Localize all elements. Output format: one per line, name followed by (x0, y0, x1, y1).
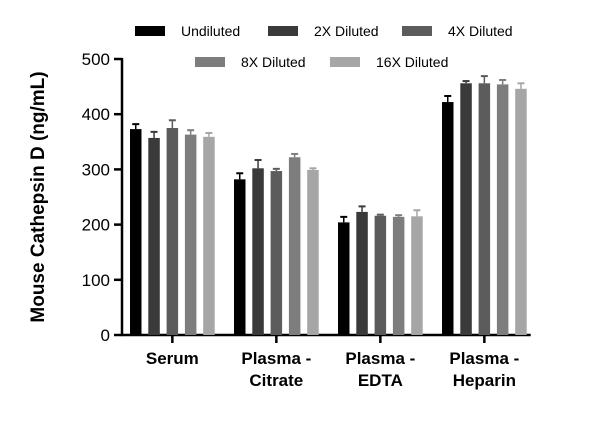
y-tick-label: 100 (82, 271, 110, 290)
bar (392, 216, 405, 335)
y-tick-label: 0 (101, 326, 110, 345)
legend-swatch (195, 57, 225, 67)
bar (252, 168, 264, 335)
bar (496, 84, 509, 335)
legend-label: 4X Diluted (448, 23, 513, 39)
bar (442, 102, 454, 335)
x-tick-label: Serum (146, 349, 199, 368)
bar (270, 171, 283, 335)
legend-label: 8X Diluted (241, 54, 306, 70)
legend-swatch (402, 26, 432, 36)
bar (307, 169, 319, 335)
bar (460, 83, 472, 336)
legend: Undiluted 2X Diluted 4X Diluted 8X Diluted 1… (135, 23, 513, 70)
bar (203, 136, 215, 335)
x-tick-label: Plasma - (345, 349, 415, 368)
legend-swatch (268, 26, 298, 36)
bar (130, 129, 142, 335)
x-tick-label: Citrate (249, 371, 303, 390)
y-axis-title: Mouse Cathepsin D (ng/mL) (28, 71, 49, 322)
bar (338, 222, 350, 335)
bars (130, 75, 527, 336)
bar (234, 179, 246, 335)
y-tick-label: 300 (82, 160, 110, 179)
x-tick-label: Plasma - (241, 349, 311, 368)
bar (411, 216, 423, 335)
y-tick-label: 200 (82, 216, 110, 235)
y-tick-label: 500 (82, 50, 110, 69)
bar (515, 88, 527, 335)
bar (374, 215, 387, 335)
bar (356, 211, 368, 335)
y-axis: 0 100 200 300 400 500 (82, 50, 124, 345)
bar (166, 128, 179, 335)
x-tick-label: Plasma - (449, 349, 519, 368)
bar (478, 83, 491, 336)
x-axis: Serum Plasma - Citrate Plasma - EDTA Plasma -… (121, 333, 531, 390)
legend-label: 2X Diluted (314, 23, 379, 39)
bar (148, 137, 160, 335)
legend-label: 16X Diluted (376, 54, 448, 70)
x-tick-label: EDTA (358, 371, 403, 390)
legend-swatch (135, 26, 165, 36)
bar (184, 134, 197, 335)
x-tick-label: Heparin (453, 371, 516, 390)
y-tick-label: 400 (82, 105, 110, 124)
legend-label: Undiluted (181, 23, 240, 39)
bar (288, 157, 301, 335)
legend-swatch (330, 57, 360, 67)
